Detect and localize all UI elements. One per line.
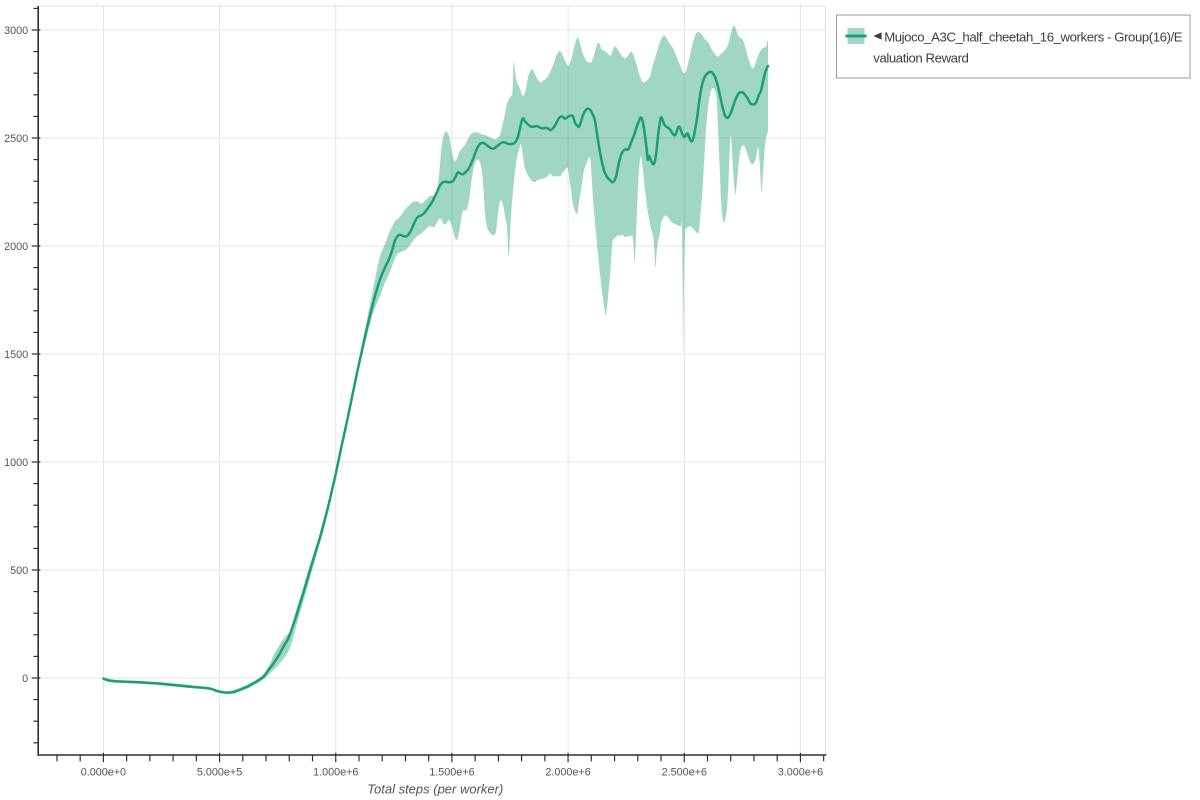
- svg-text:valuation Reward: valuation Reward: [873, 51, 968, 66]
- svg-text:2000: 2000: [4, 241, 28, 253]
- svg-text:1.000e+6: 1.000e+6: [313, 767, 358, 779]
- svg-text:0.000e+0: 0.000e+0: [81, 767, 126, 779]
- svg-text:1000: 1000: [4, 457, 28, 469]
- svg-text:1500: 1500: [4, 349, 28, 361]
- svg-text:500: 500: [10, 565, 28, 577]
- svg-text:2.000e+6: 2.000e+6: [545, 767, 590, 779]
- svg-text:5.000e+5: 5.000e+5: [197, 767, 242, 779]
- svg-text:3000: 3000: [4, 25, 28, 37]
- svg-text:2500: 2500: [4, 133, 28, 145]
- svg-text:2.500e+6: 2.500e+6: [662, 767, 707, 779]
- svg-text:3.000e+6: 3.000e+6: [778, 767, 823, 779]
- svg-text:Total steps (per worker): Total steps (per worker): [367, 781, 503, 796]
- svg-text:Mujoco_A3C_half_cheetah_16_wor: Mujoco_A3C_half_cheetah_16_workers - Gro…: [884, 30, 1183, 45]
- svg-text:0: 0: [22, 673, 28, 685]
- svg-text:1.500e+6: 1.500e+6: [429, 767, 474, 779]
